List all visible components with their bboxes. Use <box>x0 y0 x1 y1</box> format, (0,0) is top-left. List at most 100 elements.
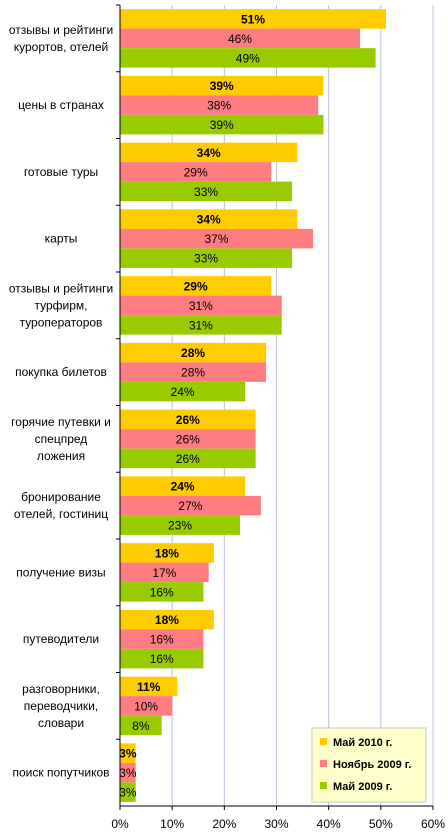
category-label-line: турфирм, <box>34 298 87 312</box>
bar-value-label: 27% <box>178 499 202 513</box>
bar-value-label: 11% <box>137 680 161 694</box>
category-label: покупка билетов <box>15 365 107 379</box>
bar-value-label: 3% <box>119 786 137 800</box>
category-label: отзывы и рейтинги турфирм, туроператоров <box>9 281 113 329</box>
bar <box>120 515 240 535</box>
bar-value-label: 51% <box>241 12 265 26</box>
legend-swatch <box>320 760 327 767</box>
bar <box>120 782 136 802</box>
bar-value-label: 37% <box>204 232 228 246</box>
bar <box>120 582 204 602</box>
category-label-line: готовые туры <box>24 165 98 179</box>
category-label-line: карты <box>45 232 78 246</box>
bar <box>120 9 387 29</box>
category-label-line: отелей, гостиниц <box>14 507 108 521</box>
bar-value-label: 33% <box>194 185 218 199</box>
bar <box>120 715 162 736</box>
category-label-line: цены в странах <box>18 98 104 112</box>
bar <box>120 28 360 49</box>
bar-value-label: 8% <box>132 719 150 733</box>
x-tick-label: 10% <box>160 817 184 831</box>
bar-value-label: 46% <box>228 32 252 46</box>
bar-value-label: 33% <box>194 252 218 266</box>
category-label: поиск попутчиков <box>12 766 109 780</box>
bar <box>120 448 256 469</box>
bar <box>120 429 256 449</box>
axes: 0% 10% 20% 30% 40% 50% 60% отзывы и рейтинги кур… <box>9 4 445 831</box>
bar <box>120 362 267 382</box>
gridlines <box>171 5 434 806</box>
bar <box>120 228 314 249</box>
bar-value-label: 3% <box>119 766 137 780</box>
bar-value-label: 18% <box>155 613 179 627</box>
category-label-line: отзывы и рейтинги <box>9 281 113 295</box>
bar-value-label: 39% <box>210 118 234 132</box>
category-label: разговорники, переводчики, словари <box>22 682 100 730</box>
x-tick-label: 30% <box>264 817 288 831</box>
bars: 51%46%49%39%38%39%34%29%33%34%37%33%29%3… <box>119 9 387 802</box>
bar-value-label: 39% <box>210 79 234 93</box>
bar-value-label: 10% <box>134 699 158 713</box>
category-label-line: словари <box>38 716 84 730</box>
category-label-line: поиск попутчиков <box>12 766 109 780</box>
category-label-line: покупка билетов <box>15 365 107 379</box>
category-label-line: курортов, отелей <box>14 40 109 54</box>
bar <box>120 342 267 363</box>
bar <box>120 609 214 630</box>
x-tick-label: 0% <box>111 817 129 831</box>
bar <box>120 48 376 68</box>
bar-value-label: 34% <box>197 146 221 160</box>
x-tick-label: 40% <box>317 817 341 831</box>
legend-swatch <box>320 782 327 789</box>
bar <box>120 142 298 163</box>
category-label-line: горячие путевки и <box>11 415 111 429</box>
category-label-line: переводчики, <box>24 699 98 713</box>
bar-value-label: 29% <box>184 279 208 293</box>
bar <box>120 543 214 563</box>
category-label: бронирование отелей, гостиниц <box>14 490 108 521</box>
bar <box>120 114 324 135</box>
category-label-line: бронирование <box>21 490 101 504</box>
bar <box>120 676 178 697</box>
bar-value-label: 23% <box>168 519 192 533</box>
bar-value-label: 26% <box>176 432 200 446</box>
category-label: получение визы <box>16 565 105 579</box>
bar-value-label: 26% <box>176 413 200 427</box>
bar-value-label: 18% <box>155 546 179 560</box>
category-label: карты <box>45 232 78 246</box>
bar <box>120 248 293 268</box>
category-label: путеводители <box>23 632 99 646</box>
bar <box>120 562 209 583</box>
bar <box>120 295 282 316</box>
category-label-line: ложения <box>37 449 85 463</box>
category-label-line: путеводители <box>23 632 99 646</box>
bar <box>120 648 204 669</box>
category-label-line: разговорники, <box>22 682 100 696</box>
bar <box>120 495 261 516</box>
category-label: готовые туры <box>24 165 98 179</box>
category-label-line: спецпред <box>35 432 88 446</box>
bar <box>120 315 282 335</box>
bar <box>120 276 272 296</box>
x-tick-label: 20% <box>212 817 236 831</box>
bar-value-label: 3% <box>119 747 137 761</box>
bar-value-label: 34% <box>197 213 221 227</box>
legend-label: Ноябрь 2009 г. <box>333 759 411 771</box>
legend-label: Май 2009 г. <box>333 781 392 793</box>
bar <box>120 409 256 430</box>
bar-value-label: 49% <box>236 51 260 65</box>
bar <box>120 95 319 115</box>
legend-swatch <box>320 738 327 745</box>
legend: Май 2010 г. Ноябрь 2009 г. Май 2009 г. <box>311 727 427 803</box>
bar-value-label: 28% <box>181 346 205 360</box>
bar-value-label: 16% <box>150 633 174 647</box>
bar <box>120 75 324 96</box>
category-label-line: туроператоров <box>20 315 103 329</box>
bar <box>120 209 298 229</box>
legend-label: Май 2010 г. <box>333 737 392 749</box>
bar <box>120 476 246 496</box>
bar-value-label: 24% <box>171 385 195 399</box>
category-label: отзывы и рейтинги курортов, отелей <box>9 23 113 54</box>
bar <box>120 762 136 783</box>
legend-box <box>311 727 427 803</box>
